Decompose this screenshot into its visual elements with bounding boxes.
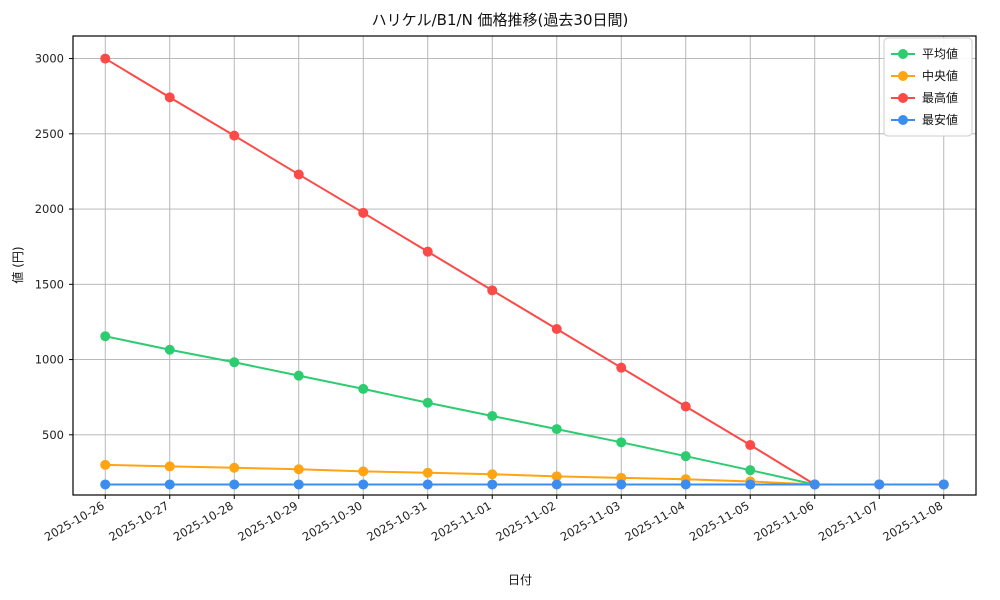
data-point-marker xyxy=(680,401,691,412)
data-point-marker xyxy=(422,467,433,478)
data-point-marker xyxy=(487,410,498,421)
data-point-marker xyxy=(680,479,691,490)
legend-label: 平均値 xyxy=(922,46,958,61)
data-point-marker xyxy=(745,440,756,451)
data-point-marker xyxy=(616,479,627,490)
data-series-layer xyxy=(100,53,949,490)
data-point-marker xyxy=(745,465,756,476)
data-point-marker xyxy=(422,246,433,257)
data-point-marker xyxy=(293,479,304,490)
data-point-marker xyxy=(616,437,627,448)
series-4 xyxy=(100,479,949,490)
legend-item-4[interactable]: 最安値 xyxy=(891,112,958,127)
data-point-marker xyxy=(358,466,369,477)
y-tick-label: 500 xyxy=(42,428,64,442)
data-point-marker xyxy=(293,370,304,381)
data-point-marker xyxy=(487,285,498,296)
legend-background xyxy=(883,37,973,137)
data-point-marker xyxy=(164,479,175,490)
data-point-marker xyxy=(551,324,562,335)
y-axis-label: 値 (円) xyxy=(10,246,25,283)
data-point-marker xyxy=(551,424,562,435)
data-point-marker xyxy=(422,397,433,408)
data-point-marker xyxy=(100,479,111,490)
grid-lines xyxy=(73,36,976,495)
data-point-marker xyxy=(358,207,369,218)
series-line xyxy=(104,335,945,486)
data-point-marker xyxy=(551,471,562,482)
y-tick-label: 1000 xyxy=(35,353,64,367)
data-point-marker xyxy=(164,92,175,103)
data-point-marker xyxy=(293,464,304,475)
data-point-marker xyxy=(100,53,111,64)
legend-marker-icon xyxy=(898,93,908,103)
data-point-marker xyxy=(938,479,949,490)
data-point-marker xyxy=(680,451,691,462)
legend-label: 最安値 xyxy=(922,112,958,127)
data-point-marker xyxy=(164,461,175,472)
data-point-marker xyxy=(293,169,304,180)
data-point-marker xyxy=(358,479,369,490)
y-axis-ticks: 500 1000 1500 2000 2500 3000 xyxy=(35,52,73,442)
data-point-marker xyxy=(229,462,240,473)
legend-item-2[interactable]: 中央値 xyxy=(891,68,958,83)
y-tick-label: 1500 xyxy=(35,277,64,291)
plot-border xyxy=(72,35,977,496)
legend-marker-icon xyxy=(898,71,908,81)
legend-marker-icon xyxy=(898,115,908,125)
data-point-marker xyxy=(745,479,756,490)
data-point-marker xyxy=(874,479,885,490)
series-line xyxy=(104,57,945,486)
y-tick-label: 2000 xyxy=(35,202,64,216)
y-tick-label: 3000 xyxy=(35,52,64,66)
data-point-marker xyxy=(551,479,562,490)
chart-title: ハリケル/B1/N 価格推移(過去30日間) xyxy=(372,11,629,29)
data-point-marker xyxy=(229,357,240,368)
legend-label: 中央値 xyxy=(922,68,958,83)
legend-marker-icon xyxy=(898,49,908,59)
data-point-marker xyxy=(487,479,498,490)
axes-spines xyxy=(72,35,977,496)
data-point-marker xyxy=(229,130,240,141)
data-point-marker xyxy=(229,479,240,490)
data-point-marker xyxy=(616,362,627,373)
data-point-marker xyxy=(809,479,820,490)
legend-item-1[interactable]: 平均値 xyxy=(891,46,958,61)
data-point-marker xyxy=(487,469,498,480)
x-axis-label: 日付 xyxy=(508,573,532,587)
data-point-marker xyxy=(422,479,433,490)
y-tick-label: 2500 xyxy=(35,127,64,141)
data-point-marker xyxy=(164,344,175,355)
legend-item-3[interactable]: 最高値 xyxy=(891,90,958,105)
data-point-marker xyxy=(358,383,369,394)
legend-label: 最高値 xyxy=(922,90,958,105)
data-point-marker xyxy=(100,459,111,470)
data-point-marker xyxy=(100,331,111,342)
